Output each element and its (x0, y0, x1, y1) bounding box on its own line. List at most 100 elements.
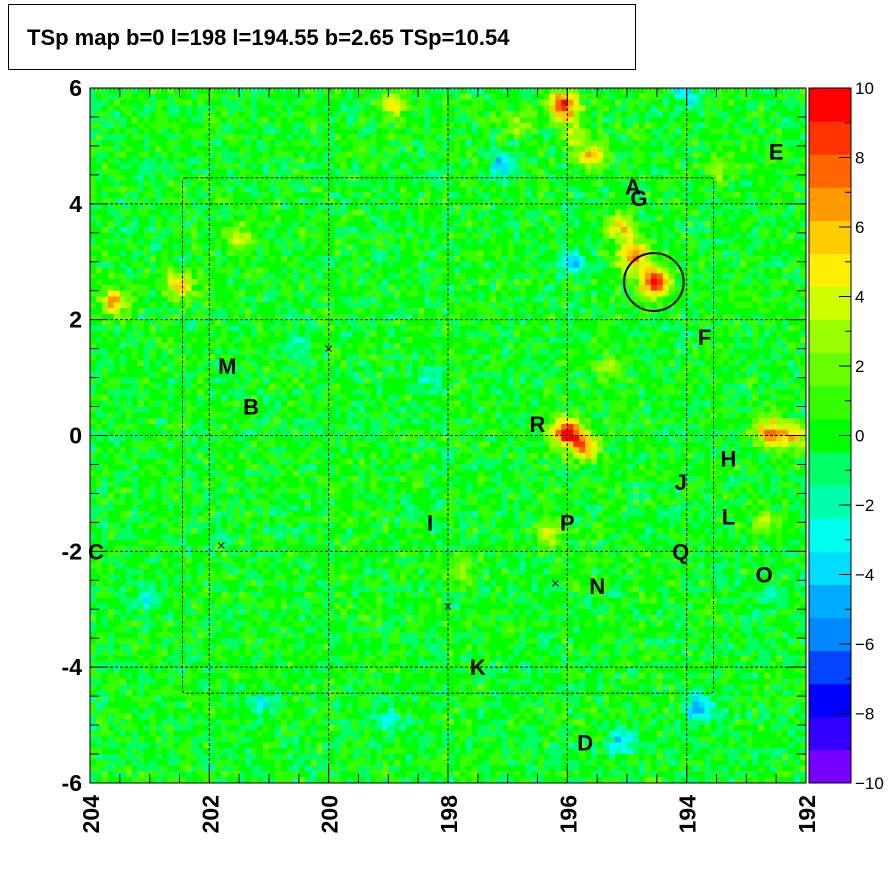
heatmap-cell (764, 227, 771, 234)
heatmap-cell (704, 209, 711, 216)
heatmap-cell (310, 273, 318, 280)
heatmap-cell (609, 267, 616, 274)
heatmap-cell (418, 198, 425, 205)
heatmap-cell (704, 163, 711, 170)
heatmap-cell (549, 273, 556, 280)
heatmap-cell (561, 122, 568, 129)
heatmap-cell (453, 313, 461, 321)
heatmap-cell (442, 140, 449, 147)
heatmap-cell (203, 238, 210, 245)
heatmap-cell (513, 169, 520, 176)
heatmap-cell (537, 88, 544, 95)
heatmap-cell (406, 93, 413, 100)
heatmap-cell (263, 302, 270, 309)
heatmap-cell (137, 134, 145, 141)
heatmap-cell (716, 313, 723, 321)
heatmap-cell (257, 186, 264, 193)
heatmap-cell (304, 186, 312, 193)
heatmap-cell (298, 99, 306, 106)
heatmap-cell (770, 99, 777, 106)
heatmap-cell (406, 111, 413, 118)
heatmap-cell (465, 255, 473, 263)
heatmap-cell (173, 99, 180, 106)
heatmap-cell (489, 145, 497, 153)
heatmap-cell (579, 105, 586, 112)
heatmap-cell (358, 192, 365, 199)
heatmap-cell (101, 180, 109, 187)
heatmap-cell (489, 232, 497, 239)
heatmap-cell (674, 267, 682, 274)
heatmap-cell (632, 128, 640, 135)
heatmap-cell (185, 122, 192, 129)
heatmap-cell (251, 134, 258, 141)
heatmap-cell (406, 192, 413, 199)
heatmap-cell (465, 88, 473, 95)
heatmap-cell (382, 134, 389, 141)
heatmap-cell (203, 284, 210, 292)
heatmap-cell (358, 250, 365, 257)
heatmap-cell (352, 221, 359, 228)
heatmap-cell (191, 105, 198, 112)
heatmap-cell (728, 203, 735, 211)
heatmap-cell (513, 99, 520, 106)
heatmap-cell (257, 99, 264, 106)
heatmap-cell (245, 296, 252, 303)
heatmap-cell (280, 290, 288, 297)
heatmap-cell (519, 192, 526, 199)
heatmap-cell (746, 319, 753, 326)
heatmap-cell (465, 296, 473, 303)
heatmap-cell (650, 169, 658, 176)
heatmap-cell (418, 169, 425, 176)
heatmap-cell (680, 116, 688, 124)
heatmap-cell (298, 122, 306, 129)
heatmap-cell (107, 88, 115, 95)
heatmap-cell (239, 128, 246, 135)
heatmap-cell (316, 174, 324, 182)
heatmap-cell (591, 284, 598, 292)
heatmap-cell (436, 244, 443, 251)
heatmap-cell (412, 296, 419, 303)
heatmap-cell (322, 273, 330, 280)
heatmap-cell (263, 319, 270, 326)
heatmap-cell (591, 128, 598, 135)
heatmap-cell (280, 250, 288, 257)
heatmap-cell (388, 279, 395, 286)
heatmap-cell (549, 88, 556, 95)
heatmap-cell (453, 221, 461, 228)
heatmap-cell (257, 122, 264, 129)
heatmap-cell (203, 111, 210, 118)
heatmap-cell (764, 186, 771, 193)
heatmap-cell (615, 105, 622, 112)
heatmap-cell (346, 99, 353, 106)
heatmap-cell (310, 302, 318, 309)
heatmap-cell (328, 169, 336, 176)
heatmap-cell (185, 209, 192, 216)
heatmap-cell (334, 105, 341, 112)
heatmap-cell (119, 284, 127, 292)
heatmap-cell (692, 250, 699, 257)
heatmap-cell (352, 284, 359, 292)
heatmap-cell (489, 116, 497, 124)
heatmap-cell (740, 308, 747, 315)
heatmap-cell (716, 180, 723, 187)
heatmap-cell (161, 238, 168, 245)
heatmap-cell (298, 198, 306, 205)
heatmap-cell (453, 250, 461, 257)
heatmap-cell (668, 215, 676, 222)
heatmap-cell (376, 111, 383, 118)
heatmap-cell (722, 238, 729, 245)
heatmap-cell (400, 296, 407, 303)
heatmap-cell (603, 244, 610, 251)
heatmap-cell (549, 267, 556, 274)
heatmap-cell (101, 227, 109, 234)
heatmap-cell (585, 267, 592, 274)
heatmap-cell (334, 267, 341, 274)
heatmap-cell (388, 122, 395, 129)
heatmap-cell (388, 255, 395, 263)
heatmap-cell (209, 215, 216, 222)
heatmap-cell (227, 227, 234, 234)
heatmap-cell (573, 93, 580, 100)
heatmap-cell (274, 105, 282, 112)
heatmap-cell (597, 290, 604, 297)
heatmap-cell (203, 180, 210, 187)
